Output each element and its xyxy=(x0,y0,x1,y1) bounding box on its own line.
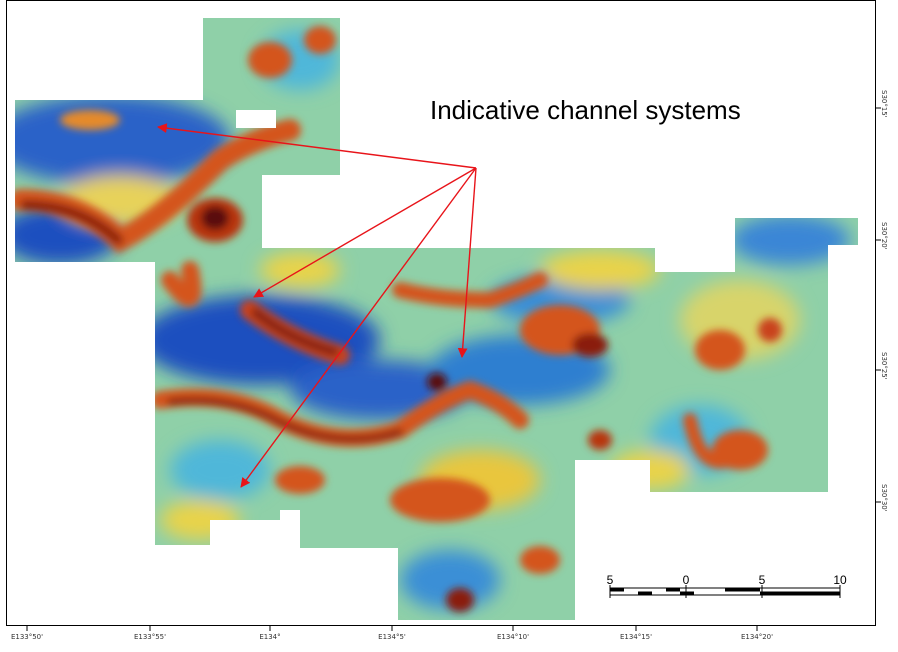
data-gap xyxy=(236,110,276,128)
arrow-to-central-channel xyxy=(253,167,477,298)
y-tick-label: S30°20' xyxy=(880,222,888,250)
x-tick-label: E134°5' xyxy=(378,633,406,641)
x-tick-label: E134°10' xyxy=(496,633,530,641)
x-tick-label: E134°15' xyxy=(619,633,653,641)
anomaly-field-highs xyxy=(15,26,782,612)
channel-annotation-label: Indicative channel systems xyxy=(430,95,741,125)
arrow-to-east-channel xyxy=(457,167,477,358)
annotation-arrows xyxy=(157,123,477,488)
y-tick-label: S30°30' xyxy=(880,484,888,512)
axis-ticks xyxy=(26,107,881,631)
scale-label-10: 10 xyxy=(833,573,847,587)
arrow-to-north-channel xyxy=(157,123,477,169)
x-tick-label: E134°20' xyxy=(740,633,774,641)
y-tick-label: S30°25' xyxy=(880,352,888,380)
x-tick-label: E133°55' xyxy=(133,633,167,641)
arrow-to-south-channel xyxy=(240,167,477,488)
x-tick-label: E134° xyxy=(259,633,281,641)
y-tick-label: S30°15' xyxy=(880,90,888,118)
scale-label-5-right: 5 xyxy=(758,573,766,587)
x-tick-label: E133°50' xyxy=(10,633,44,641)
scale-label-5-left: 5 xyxy=(606,573,614,587)
scale-bar xyxy=(609,585,841,598)
scale-label-0: 0 xyxy=(682,573,690,587)
